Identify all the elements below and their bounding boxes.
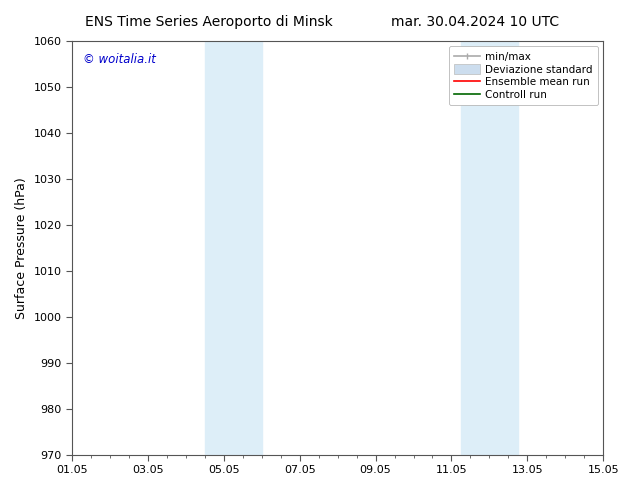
Text: © woitalia.it: © woitalia.it	[82, 53, 155, 67]
Bar	[461, 41, 518, 455]
Text: mar. 30.04.2024 10 UTC: mar. 30.04.2024 10 UTC	[391, 15, 560, 29]
Legend: min/max, Deviazione standard, Ensemble mean run, Controll run: min/max, Deviazione standard, Ensemble m…	[449, 46, 598, 105]
Y-axis label: Surface Pressure (hPa): Surface Pressure (hPa)	[15, 177, 28, 318]
Text: ENS Time Series Aeroporto di Minsk: ENS Time Series Aeroporto di Minsk	[86, 15, 333, 29]
Bar	[205, 41, 262, 455]
